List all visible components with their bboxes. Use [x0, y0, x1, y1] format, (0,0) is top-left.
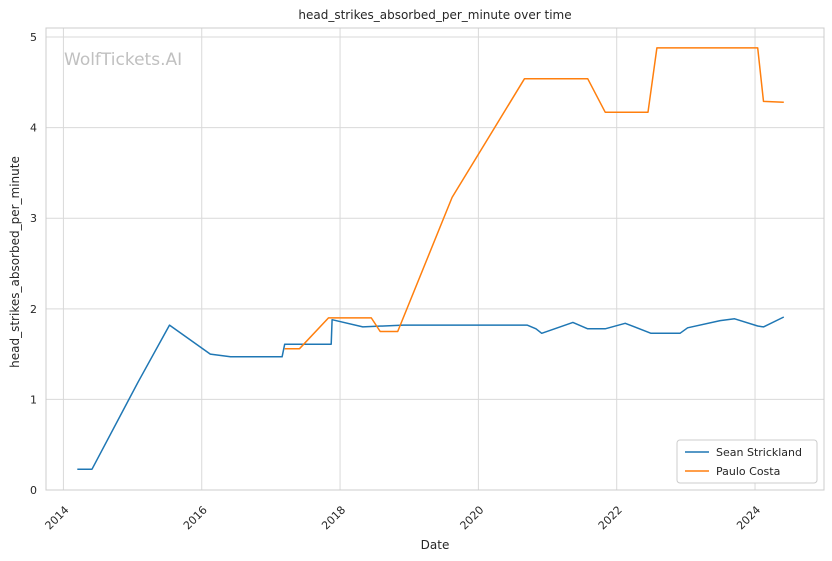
chart-title: head_strikes_absorbed_per_minute over ti…: [298, 8, 571, 22]
x-tick-label: 2024: [734, 503, 763, 532]
x-tick-label: 2016: [181, 503, 210, 532]
legend-label-paulo-costa: Paulo Costa: [716, 465, 780, 478]
y-tick-label: 4: [30, 122, 37, 135]
x-tick-label: 2018: [319, 503, 348, 532]
y-tick-label: 5: [30, 31, 37, 44]
series-lines: [77, 47, 785, 470]
plot-frame: [45, 27, 825, 491]
x-tick-label: 2014: [43, 503, 72, 532]
legend-label-sean-strickland: Sean Strickland: [716, 446, 802, 459]
y-tick-label: 1: [30, 393, 37, 406]
x-tick-label: 2022: [596, 503, 625, 532]
legend-box: [676, 439, 818, 484]
grid-lines: [46, 28, 824, 491]
x-axis-title: Date: [421, 538, 450, 552]
watermark: WolfTickets.AI: [64, 50, 182, 70]
x-axis-ticks: 2014 2016 2018 2020 2022 2024: [43, 503, 764, 532]
y-axis-ticks: 0 1 2 3 4 5: [30, 31, 37, 497]
y-axis-title: head_strikes_absorbed_per_minute: [8, 156, 22, 368]
y-tick-label: 2: [30, 303, 37, 316]
x-tick-label: 2020: [458, 503, 487, 532]
series-line-sean-strickland: [77, 316, 785, 470]
legend: Sean Strickland Paulo Costa: [676, 439, 818, 484]
series-line-paulo-costa: [284, 47, 784, 350]
y-tick-label: 3: [30, 212, 37, 225]
y-tick-label: 0: [30, 484, 37, 497]
